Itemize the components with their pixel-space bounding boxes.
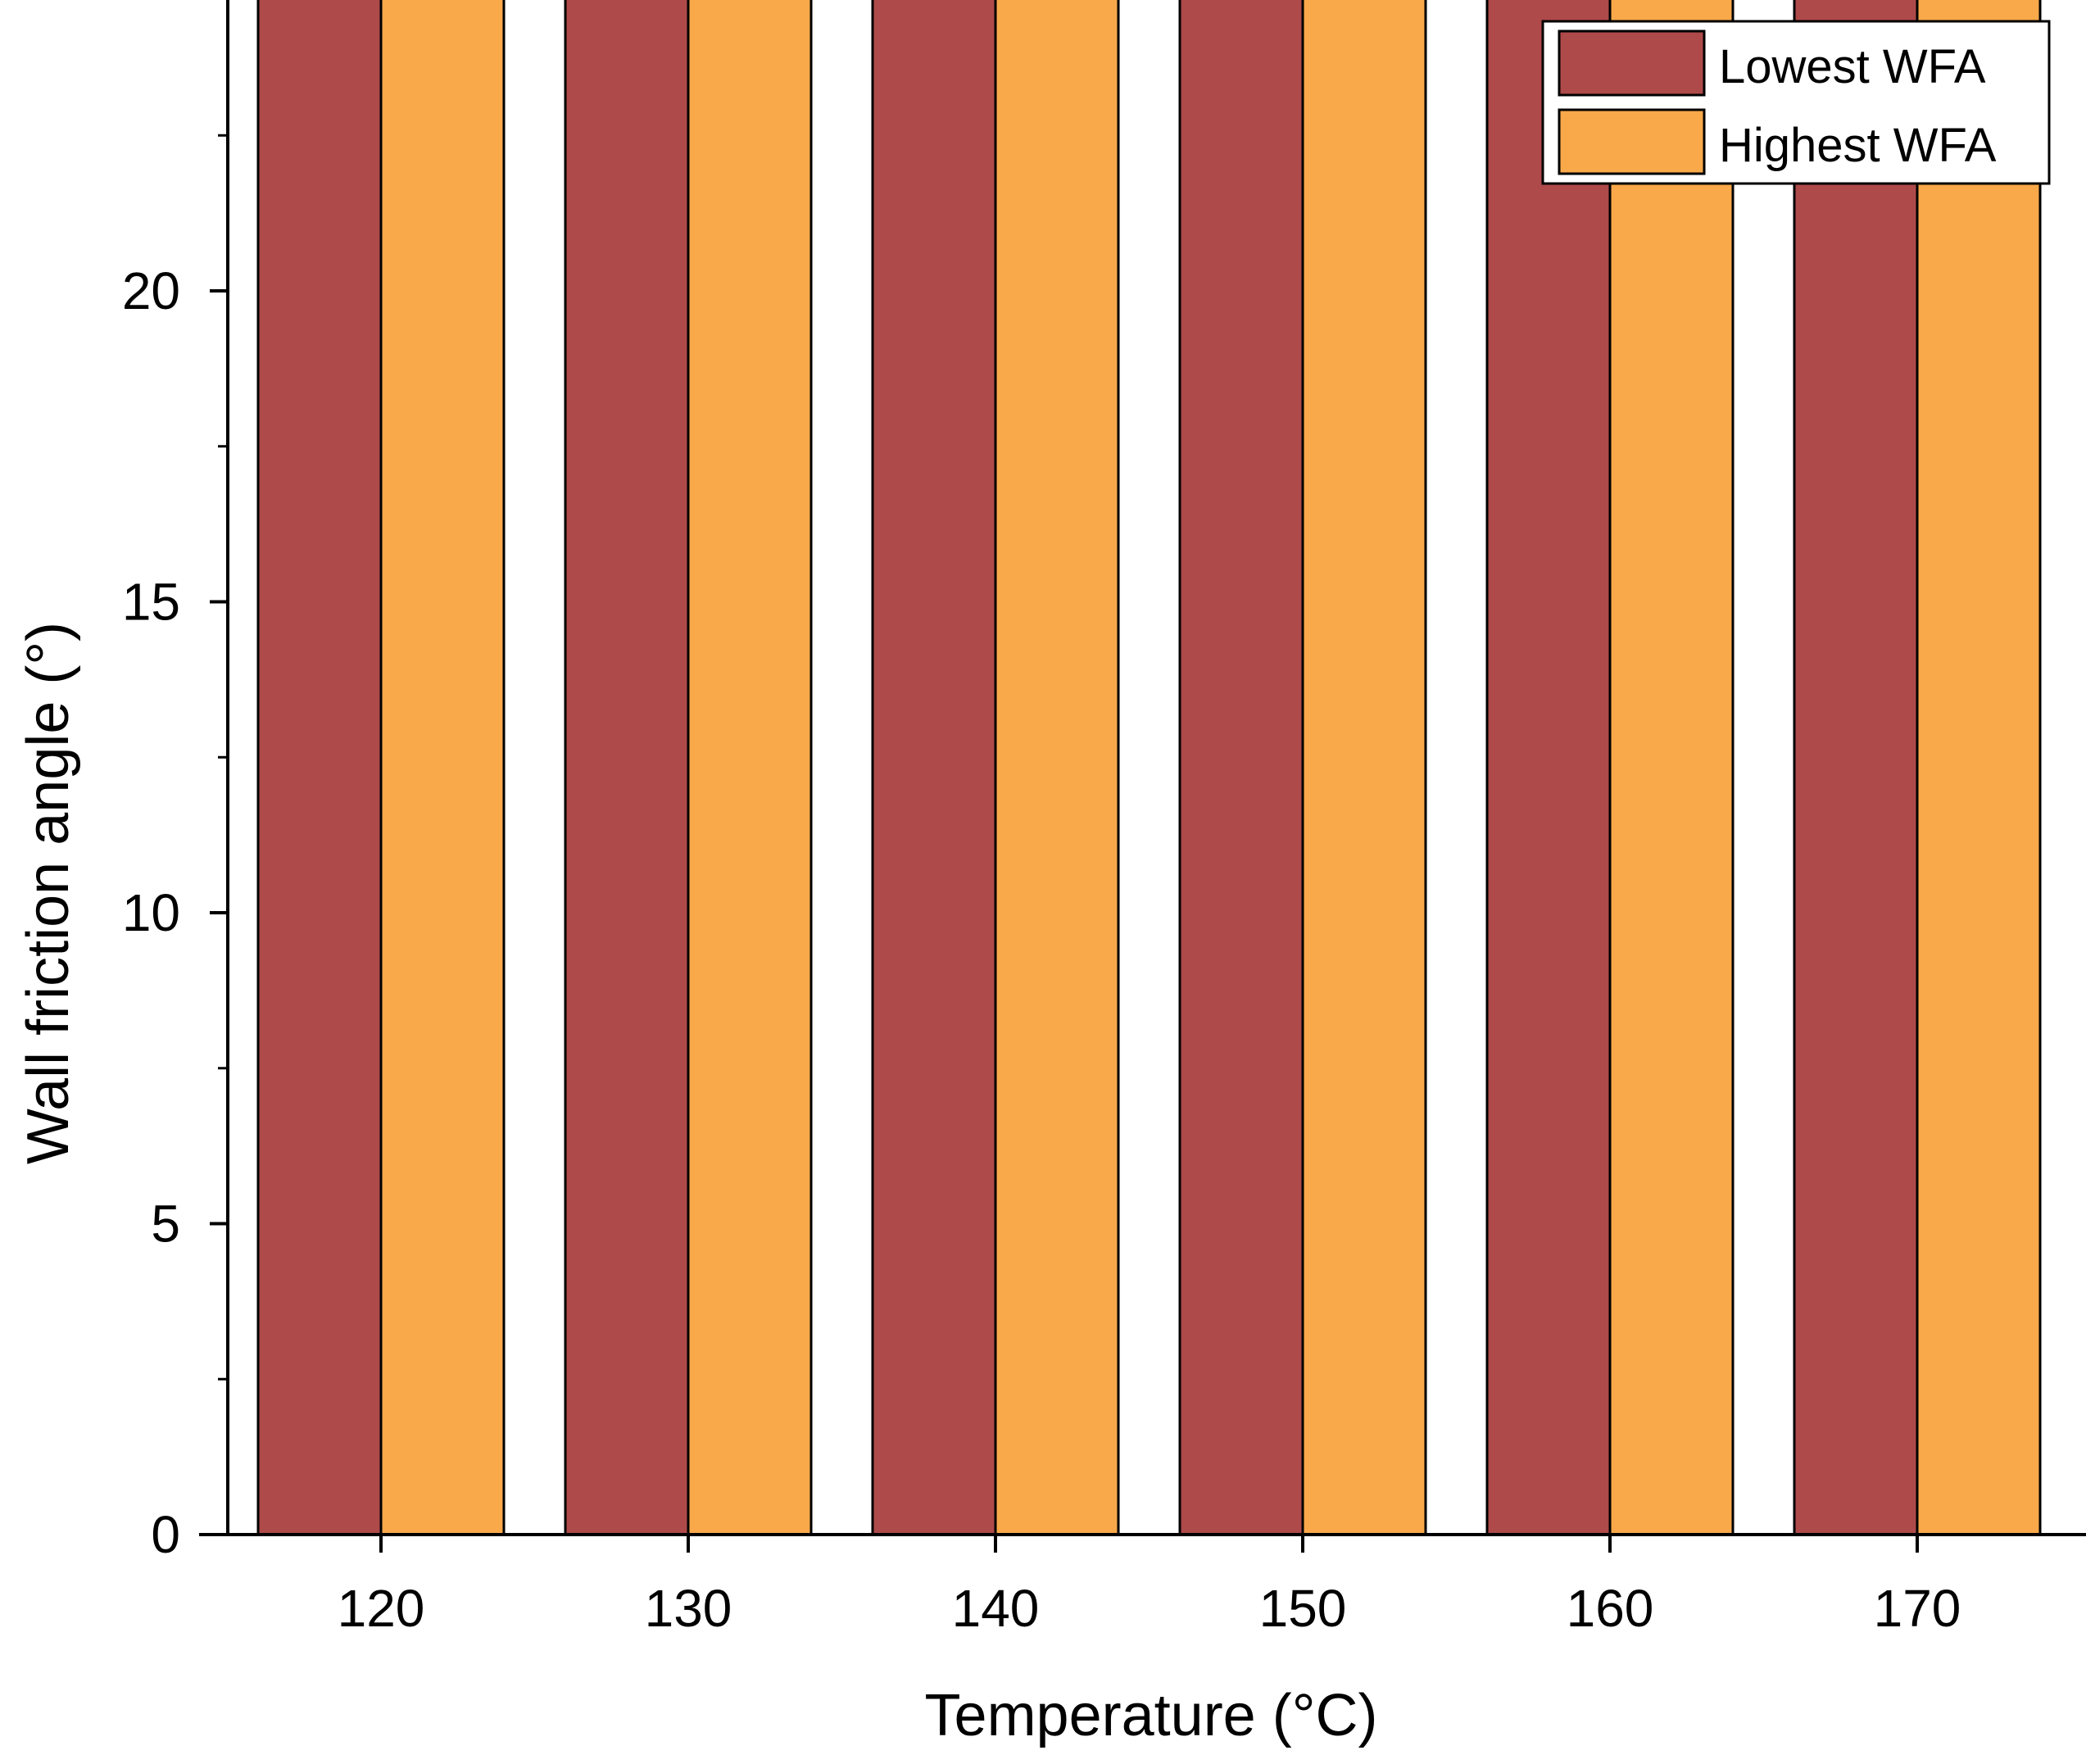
bar-lowest-wfa-120	[256, 0, 383, 1536]
bar-highest-wfa-130	[687, 0, 813, 1536]
y-axis-title: Wall friction angle (°)	[16, 622, 81, 1164]
bar-lowest-wfa-150	[1178, 0, 1304, 1536]
y-tick-label-20: 20	[122, 261, 180, 320]
x-tick-label-140: 140	[952, 1579, 1040, 1638]
axes-layer: 0510152025303540120130140150160170	[122, 0, 2086, 1638]
bar-lowest-wfa-130	[564, 0, 690, 1536]
bars-layer	[256, 0, 2042, 1536]
bar-highest-wfa-160	[1608, 0, 1735, 1536]
y-tick-label-10: 10	[122, 883, 180, 942]
x-tick-label-120: 120	[338, 1579, 425, 1638]
legend-swatch-lowest-wfa	[1558, 29, 1706, 97]
bar-highest-wfa-150	[1301, 0, 1427, 1536]
y-tick-label-15: 15	[122, 573, 180, 632]
x-tick-label-170: 170	[1874, 1579, 1961, 1638]
bar-highest-wfa-140	[994, 0, 1120, 1536]
x-tick-label-150: 150	[1259, 1579, 1347, 1638]
legend-swatch-highest-wfa	[1558, 108, 1706, 175]
bar-lowest-wfa-160	[1485, 0, 1612, 1536]
x-tick-label-160: 160	[1567, 1579, 1654, 1638]
bar-highest-wfa-170	[1916, 0, 2042, 1536]
bar-lowest-wfa-140	[871, 0, 997, 1536]
legend: Lowest WFA Highest WFA	[1541, 20, 2051, 185]
y-tick-label-0: 0	[151, 1505, 180, 1564]
x-axis-title: Temperature (°C)	[925, 1683, 1378, 1748]
y-tick-label-5: 5	[151, 1195, 180, 1254]
bar-highest-wfa-120	[379, 0, 506, 1536]
x-tick-label-130: 130	[645, 1579, 732, 1638]
bar-lowest-wfa-170	[1793, 0, 1919, 1536]
legend-label-highest-wfa: Highest WFA	[1719, 119, 1997, 172]
y-tick-label-25: 25	[122, 0, 180, 10]
legend-label-lowest-wfa: Lowest WFA	[1719, 40, 1986, 93]
